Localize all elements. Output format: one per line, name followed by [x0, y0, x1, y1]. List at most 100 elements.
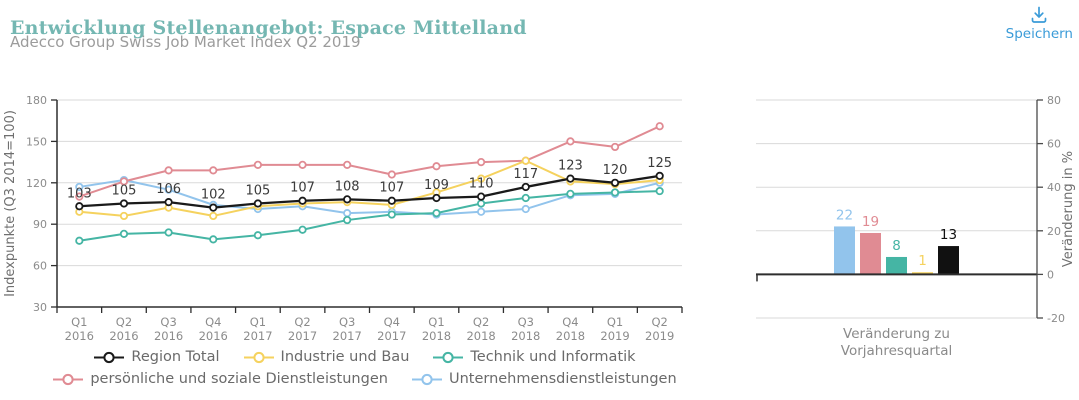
data-point — [521, 193, 530, 203]
y-tick-label: 60 — [1047, 138, 1061, 151]
data-point — [521, 156, 530, 165]
data-point — [432, 193, 441, 203]
bar-value-label: 1 — [918, 253, 927, 269]
legend-marker-icon — [243, 351, 274, 363]
data-point — [477, 192, 486, 201]
y-tick-label: 0 — [1047, 268, 1054, 281]
legend-label: Technik und Informatik — [470, 349, 636, 365]
data-point — [164, 185, 173, 194]
data-point — [343, 195, 352, 204]
data-point — [164, 198, 173, 207]
y-tick-label: 80 — [1047, 94, 1061, 107]
data-point — [164, 166, 173, 175]
x-tick-label: Q3 — [518, 315, 534, 329]
line-chart-svg: 306090120150180Q12016Q22016Q32016Q42016Q… — [3, 94, 683, 343]
data-point — [75, 182, 84, 192]
data-point-label: 110 — [469, 177, 494, 192]
x-tick-label: 2019 — [600, 329, 629, 343]
y-tick-label: 60 — [33, 260, 47, 273]
x-tick-label: Q3 — [339, 315, 355, 329]
y-axis-title: Indexpunkte (Q3 2014=100) — [3, 110, 18, 297]
y-tick-label: -20 — [1047, 312, 1065, 325]
data-point — [655, 186, 664, 196]
data-point — [610, 142, 620, 152]
legend-item-persönliche-und-soziale-dienstleistungen[interactable]: persönliche und soziale Dienstleistungen — [53, 371, 388, 387]
data-point — [209, 166, 218, 175]
data-point-label: 123 — [558, 159, 583, 174]
x-tick-label: 2017 — [288, 329, 317, 343]
bar-chart-change: 22 19 8 1 13 -20 0 20 40 60 80 Veränderung in % Verä… — [740, 85, 1079, 384]
data-point — [119, 177, 129, 186]
data-point-label: 105 — [245, 184, 270, 199]
legend-label: Industrie und Bau — [280, 349, 410, 365]
data-point — [75, 202, 84, 211]
y-tick-label: 120 — [26, 177, 47, 190]
x-tick-label: 2018 — [556, 329, 585, 343]
data-point-label: 105 — [112, 184, 137, 199]
series-line — [78, 125, 661, 198]
line-chart-index: 30 60 90 120 150 180 Q1 2016 Q2 2016 Q3 2016 Q4 2016 Q… — [0, 85, 712, 351]
data-point-label: 106 — [156, 182, 181, 197]
y-tick-label: 30 — [33, 301, 47, 314]
x-tick-label: Q4 — [205, 315, 221, 329]
bar-chart-svg: 22 19 8 1 13 -20 0 20 40 60 80 Veränderung in % Verä… — [756, 94, 1076, 359]
data-point-label: 117 — [513, 167, 538, 182]
bar-technik-und-informatik — [886, 256, 907, 275]
data-point — [343, 215, 352, 225]
x-tick-label: Q1 — [71, 315, 87, 329]
legend-item-industrie-und-bau[interactable]: Industrie und Bau — [243, 349, 410, 365]
series-line — [78, 190, 661, 242]
legend-item-technik-und-informatik[interactable]: Technik und Informatik — [433, 349, 636, 365]
data-point — [521, 204, 530, 214]
legend-item-region-total[interactable]: Region Total — [94, 349, 220, 365]
legend-marker-icon — [94, 351, 125, 363]
x-tick-label: 2018 — [422, 329, 451, 343]
series-region-total: 103 105 106 102 105 107 108 107 109 110 117 123 120 1… — [67, 156, 672, 212]
series-persönliche-und-soziale-dienstleistungen — [75, 122, 664, 201]
data-point — [566, 137, 575, 146]
data-point — [75, 236, 84, 245]
data-point — [477, 199, 486, 208]
data-point — [387, 170, 396, 179]
data-point — [477, 158, 486, 167]
download-icon — [1031, 6, 1047, 23]
save-button[interactable]: Speichern — [1006, 5, 1073, 42]
x-tick-label: Q3 — [160, 315, 176, 329]
data-point — [477, 207, 486, 216]
data-point — [343, 209, 352, 218]
y-tick-label: 20 — [1047, 225, 1061, 238]
legend-marker-icon — [433, 351, 464, 363]
data-point — [387, 196, 396, 205]
data-point — [610, 178, 620, 187]
x-axis-title: Veränderung zu — [843, 326, 950, 342]
bar-value-label: 13 — [940, 227, 957, 243]
data-point — [253, 199, 262, 208]
legend-label: Unternehmensdienstleistungen — [448, 371, 677, 387]
data-point — [298, 225, 307, 234]
data-point-label: 109 — [424, 178, 449, 193]
bar-region-total — [938, 246, 959, 275]
data-point — [477, 174, 486, 183]
x-tick-label: Q1 — [428, 315, 444, 329]
x-tick-label: 2017 — [377, 329, 406, 343]
bar-value-label: 22 — [836, 207, 853, 223]
data-point — [566, 174, 575, 183]
bar-persönliche-und-soziale-dienstleistungen — [860, 232, 881, 275]
x-tick-label: 2018 — [511, 329, 540, 343]
legend-label: Region Total — [131, 349, 220, 365]
data-point-label: 103 — [67, 186, 92, 201]
series-technik-und-informatik — [75, 186, 664, 245]
data-point — [343, 160, 352, 169]
data-point — [119, 211, 129, 221]
legend-item-unternehmensdienstleistungen[interactable]: Unternehmensdienstleistungen — [411, 371, 677, 387]
x-tick-label: 2016 — [199, 329, 228, 343]
chart-legend: Region Total Industrie und Bau Technik und… — [20, 349, 710, 387]
x-tick-label: 2016 — [154, 329, 183, 343]
x-tick-label: 2016 — [109, 329, 138, 343]
data-point — [298, 196, 307, 205]
data-point-label: 125 — [647, 156, 672, 171]
data-point — [119, 199, 129, 208]
data-point — [521, 182, 530, 192]
x-tick-label: Q2 — [473, 315, 489, 329]
data-point — [75, 192, 84, 201]
